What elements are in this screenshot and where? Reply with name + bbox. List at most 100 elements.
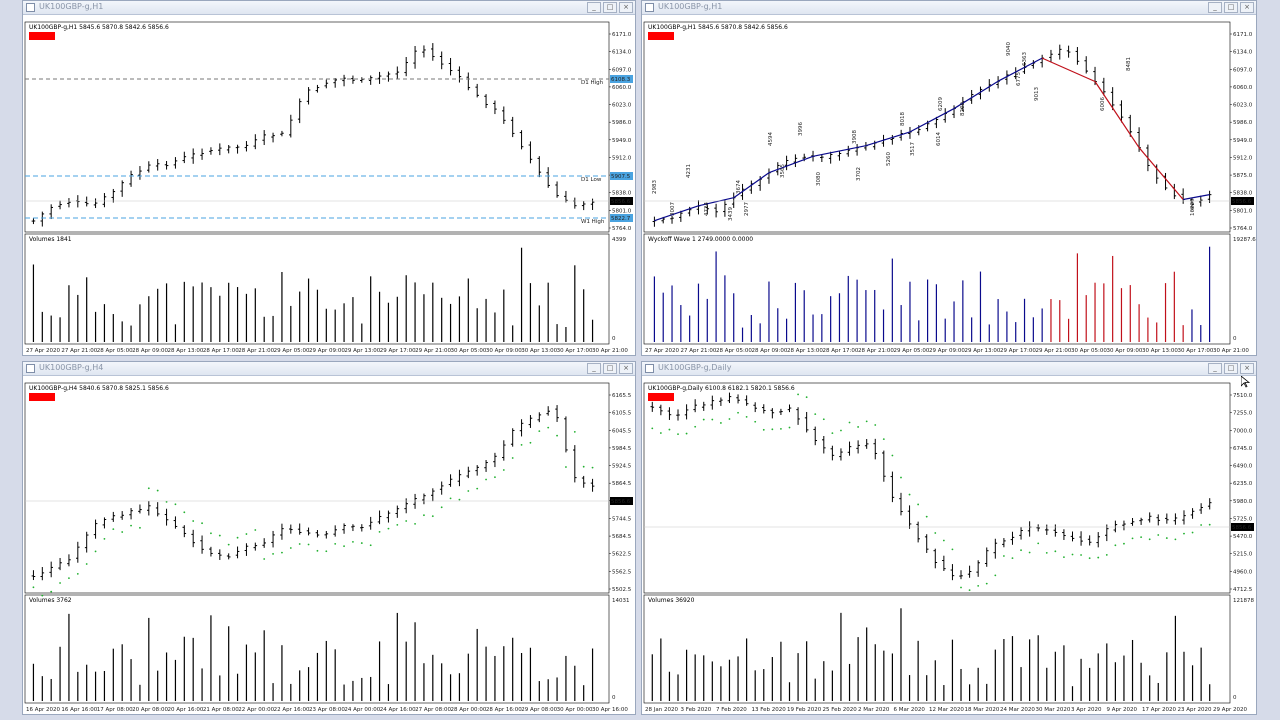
parabolic-sar-dot [1037, 542, 1040, 545]
close-button[interactable]: × [1240, 2, 1254, 13]
close-button[interactable]: × [619, 2, 633, 13]
parabolic-sar-dot [112, 528, 115, 531]
parabolic-sar-dot [325, 550, 328, 553]
price-pane [24, 21, 610, 233]
level-price-label: 5822.7 [611, 216, 631, 222]
wyckoff-wave-segment [953, 80, 999, 110]
time-tick-label: 19 Feb 2020 [787, 707, 822, 713]
parabolic-sar-dot [754, 420, 757, 423]
chart-window-h1-volumes[interactable]: UK100GBP-g,H1 _ □ × UK100GBP-g,H1 5845.6… [22, 0, 636, 356]
minimize-button[interactable]: _ [587, 2, 601, 13]
maximize-button[interactable]: □ [1224, 2, 1238, 13]
price-tick-label: 6097.0 [1233, 67, 1253, 73]
chart-area[interactable]: UK100GBP-g,H1 5845.6 5870.8 5842.6 5856.… [23, 16, 635, 355]
parabolic-sar-dot [236, 536, 239, 539]
parabolic-sar-dot [201, 522, 203, 525]
price-pane [643, 382, 1231, 594]
time-tick-label: 30 Apr 09:00 [1107, 348, 1143, 354]
parabolic-sar-dot [900, 476, 902, 479]
wave-label-up: 8209 [960, 102, 966, 116]
chart-canvas[interactable]: UK100GBP-g,H1 5845.6 5870.8 5842.6 5856.… [642, 16, 1256, 356]
price-tick-label: 7255.0 [1233, 411, 1253, 417]
wyckoff-wave-segment [768, 155, 814, 174]
parabolic-sar-dot [449, 497, 452, 500]
window-title: UK100GBP-g,H1 [658, 2, 723, 11]
parabolic-sar-dot [1080, 554, 1082, 556]
maximize-button[interactable]: □ [1224, 363, 1238, 374]
time-tick-label: 29 Apr 13:00 [965, 348, 1001, 354]
parabolic-sar-dot [1191, 531, 1194, 534]
wyckoff-wave-segment [1183, 194, 1210, 201]
close-button[interactable]: × [1240, 363, 1254, 374]
price-tick-label: 5984.5 [612, 446, 632, 452]
parabolic-sar-dot [908, 493, 911, 496]
price-tick-label: 6171.0 [612, 32, 632, 38]
time-tick-label: 3 Feb 2020 [681, 707, 712, 713]
parabolic-sar-dot [1165, 537, 1168, 539]
parabolic-sar-dot [103, 537, 106, 540]
parabolic-sar-dot [281, 551, 283, 554]
chart-area[interactable]: UK100GBP-g,H1 5845.6 5870.8 5842.6 5856.… [642, 16, 1256, 355]
window-titlebar[interactable]: UK100GBP-g,H1 _ □ × [23, 1, 635, 15]
minimize-button[interactable]: _ [1208, 2, 1222, 13]
price-tick-label: 5764.0 [1233, 226, 1253, 232]
indicator-max-label: 4399 [612, 237, 626, 243]
parabolic-sar-dot [840, 429, 842, 432]
price-tick-label: 6171.0 [1233, 32, 1253, 38]
parabolic-sar-dot [582, 465, 585, 468]
price-tick-label: 5684.5 [612, 534, 632, 540]
time-tick-label: 27 Apr 2020 [26, 348, 61, 354]
window-titlebar[interactable]: UK100GBP-g,H1 _ □ × [642, 1, 1256, 15]
chart-window-daily-psar[interactable]: UK100GBP-g,Daily _ □ × UK100GBP-g,Daily … [641, 361, 1257, 715]
parabolic-sar-dot [745, 415, 748, 418]
parabolic-sar-dot [1200, 524, 1203, 526]
price-tick-label: 6045.5 [612, 428, 632, 434]
price-tick-label: 5562.5 [612, 569, 632, 575]
chart-canvas[interactable]: UK100GBP-g,H1 5845.6 5870.8 5842.6 5856.… [23, 16, 635, 356]
window-title: UK100GBP-g,H1 [39, 2, 104, 11]
window-titlebar[interactable]: UK100GBP-g,Daily _ □ × [642, 362, 1256, 376]
chart-window-h1-wyckoff[interactable]: UK100GBP-g,H1 _ □ × UK100GBP-g,H1 5845.6… [641, 0, 1257, 356]
price-tick-label: 6060.0 [612, 85, 632, 91]
wave-label-up: 3674 [736, 180, 742, 194]
time-tick-label: 27 Apr 08:00 [415, 707, 451, 713]
chart-canvas[interactable]: UK100GBP-g,Daily 6100.8 6182.1 5820.1 58… [642, 377, 1256, 715]
minimize-button[interactable]: _ [1208, 363, 1222, 374]
chart-header-ohlc: UK100GBP-g,H1 5845.6 5870.8 5842.6 5856.… [648, 24, 788, 31]
parabolic-sar-dot [174, 503, 177, 506]
price-tick-label: 6060.0 [1233, 85, 1253, 91]
parabolic-sar-dot [1174, 538, 1177, 541]
level-price-label: 5907.5 [611, 174, 631, 180]
parabolic-sar-dot [857, 426, 860, 428]
time-tick-label: 30 Apr 21:00 [1213, 348, 1249, 354]
parabolic-sar-dot [405, 520, 408, 522]
wave-label-up: 6209 [938, 97, 944, 111]
chart-area[interactable]: UK100GBP-g,H4 5840.6 5870.8 5825.1 5856.… [23, 377, 635, 714]
time-tick-label: 29 Apr 08:00 [521, 707, 557, 713]
time-tick-label: 29 Apr 17:00 [380, 348, 416, 354]
time-tick-label: 28 Apr 16:00 [486, 707, 522, 713]
chart-header-ohlc: UK100GBP-g,H1 5845.6 5870.8 5842.6 5856.… [29, 24, 169, 31]
time-tick-label: 27 Apr 21:00 [681, 348, 717, 354]
maximize-button[interactable]: □ [603, 2, 617, 13]
parabolic-sar-dot [865, 420, 868, 423]
maximize-button[interactable]: □ [603, 363, 617, 374]
chart-area[interactable]: UK100GBP-g,Daily 6100.8 6182.1 5820.1 58… [642, 377, 1256, 714]
chart-canvas[interactable]: UK100GBP-g,H4 5840.6 5870.8 5825.1 5856.… [23, 377, 635, 715]
price-tick-label: 6235.0 [1233, 481, 1253, 487]
parabolic-sar-dot [440, 506, 443, 509]
price-tick-label: 6097.0 [612, 67, 632, 73]
parabolic-sar-dot [227, 543, 230, 546]
wave-label-up: 8018 [900, 112, 906, 126]
minimize-button[interactable]: _ [587, 363, 601, 374]
price-tick-label: 6134.0 [1233, 50, 1253, 56]
time-tick-label: 6 Mar 2020 [894, 707, 926, 713]
time-tick-label: 28 Jan 2020 [645, 707, 678, 713]
parabolic-sar-dot [50, 590, 53, 593]
parabolic-sar-dot [771, 428, 774, 431]
chart-window-h4-psar[interactable]: UK100GBP-g,H4 _ □ × UK100GBP-g,H4 5840.6… [22, 361, 636, 715]
window-titlebar[interactable]: UK100GBP-g,H4 _ □ × [23, 362, 635, 376]
time-tick-label: 27 Apr 2020 [645, 348, 680, 354]
wave-label-up: 4594 [768, 132, 774, 146]
close-button[interactable]: × [619, 363, 633, 374]
